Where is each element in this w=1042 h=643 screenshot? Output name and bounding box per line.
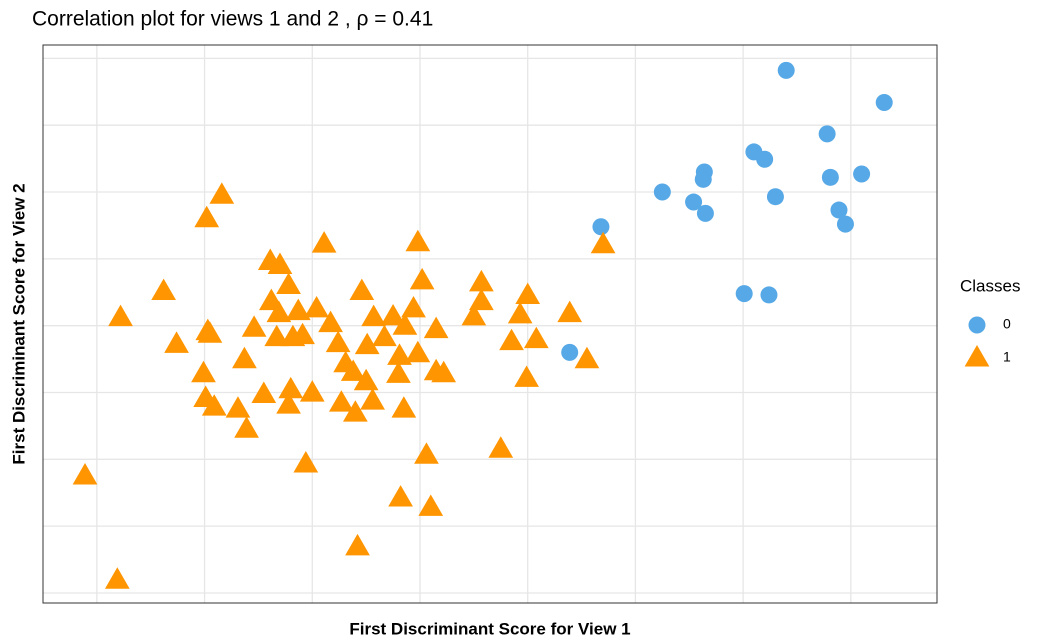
- point: [574, 346, 600, 369]
- plot-border: [42, 44, 938, 604]
- point: [461, 303, 487, 326]
- point: [756, 150, 774, 168]
- point: [875, 93, 893, 111]
- point: [108, 304, 133, 327]
- point: [735, 285, 753, 303]
- point: [285, 298, 311, 321]
- point: [696, 204, 714, 222]
- legend-label: 1: [1003, 349, 1011, 365]
- point: [766, 188, 784, 206]
- point: [372, 324, 397, 347]
- x-axis-label: First Discriminant Score for View 1: [349, 619, 630, 638]
- point: [264, 324, 290, 347]
- point: [514, 365, 539, 387]
- point: [388, 485, 413, 507]
- legend-label: 0: [1003, 316, 1011, 332]
- point: [276, 272, 301, 295]
- point: [561, 343, 579, 361]
- point: [515, 282, 541, 305]
- point: [191, 360, 216, 383]
- point: [830, 201, 848, 219]
- point: [353, 368, 379, 391]
- point: [266, 300, 292, 323]
- point: [299, 380, 325, 402]
- point: [293, 451, 319, 473]
- point: [414, 442, 439, 464]
- point: [241, 315, 267, 337]
- point: [387, 343, 412, 365]
- point: [418, 494, 444, 516]
- legend-marker: [964, 345, 990, 367]
- point: [853, 165, 871, 183]
- point: [304, 295, 329, 318]
- point: [361, 304, 387, 327]
- point: [267, 252, 293, 274]
- point: [251, 381, 277, 403]
- point: [232, 346, 257, 369]
- point: [401, 295, 426, 318]
- point: [653, 183, 671, 201]
- point: [209, 182, 235, 204]
- point: [469, 288, 494, 311]
- point: [72, 463, 98, 485]
- legend-marker: [968, 316, 986, 334]
- point: [354, 332, 380, 355]
- point: [311, 231, 337, 253]
- point: [386, 361, 411, 383]
- point: [523, 326, 549, 349]
- point: [409, 267, 435, 290]
- point: [318, 310, 343, 333]
- point: [194, 205, 220, 228]
- point: [380, 303, 406, 326]
- point: [234, 416, 259, 438]
- point: [507, 301, 533, 324]
- point: [423, 316, 449, 339]
- point: [225, 396, 251, 418]
- point: [360, 388, 385, 410]
- point: [405, 229, 431, 252]
- point: [777, 61, 795, 79]
- point: [343, 400, 368, 422]
- point: [349, 278, 375, 301]
- point: [325, 330, 351, 353]
- point: [340, 359, 366, 381]
- point: [590, 231, 616, 254]
- point: [836, 215, 854, 233]
- point: [151, 278, 176, 301]
- point: [818, 125, 836, 143]
- point: [592, 218, 610, 236]
- legend-title: Classes: [960, 276, 1020, 295]
- point: [278, 376, 304, 399]
- point: [391, 396, 417, 418]
- point: [488, 436, 514, 458]
- point: [197, 321, 223, 343]
- chart-title: Correlation plot for views 1 and 2 , ρ =…: [32, 8, 433, 31]
- point: [557, 300, 583, 323]
- point: [694, 170, 712, 188]
- point: [821, 168, 839, 186]
- point: [164, 331, 189, 353]
- point: [201, 394, 227, 416]
- y-axis-label: First Discriminant Score for View 2: [9, 183, 28, 464]
- point: [345, 533, 370, 556]
- point: [469, 269, 494, 292]
- point: [104, 567, 130, 589]
- point: [405, 340, 431, 363]
- point: [499, 328, 524, 351]
- point: [329, 390, 354, 412]
- point: [392, 313, 418, 335]
- point: [276, 392, 301, 414]
- point: [685, 193, 703, 211]
- point: [431, 360, 457, 383]
- point: [760, 286, 778, 304]
- point: [290, 322, 315, 345]
